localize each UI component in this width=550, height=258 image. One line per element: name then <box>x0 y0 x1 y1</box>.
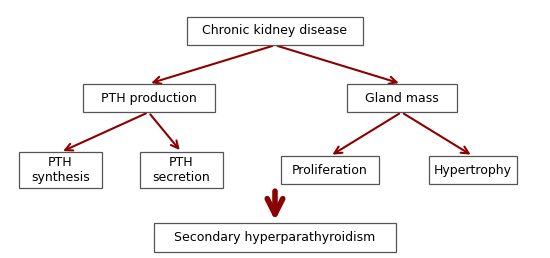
Text: Hypertrophy: Hypertrophy <box>434 164 512 177</box>
FancyBboxPatch shape <box>280 156 380 184</box>
Text: Proliferation: Proliferation <box>292 164 368 177</box>
Text: PTH
secretion: PTH secretion <box>153 156 210 184</box>
FancyBboxPatch shape <box>346 84 456 112</box>
FancyBboxPatch shape <box>429 156 517 184</box>
FancyBboxPatch shape <box>154 223 396 252</box>
FancyBboxPatch shape <box>19 152 102 188</box>
FancyBboxPatch shape <box>187 17 363 45</box>
Text: Secondary hyperparathyroidism: Secondary hyperparathyroidism <box>174 231 376 244</box>
Text: PTH
synthesis: PTH synthesis <box>31 156 90 184</box>
Text: Chronic kidney disease: Chronic kidney disease <box>202 25 348 37</box>
Text: Gland mass: Gland mass <box>365 92 438 104</box>
Text: PTH production: PTH production <box>101 92 196 104</box>
FancyBboxPatch shape <box>140 152 223 188</box>
FancyBboxPatch shape <box>82 84 214 112</box>
